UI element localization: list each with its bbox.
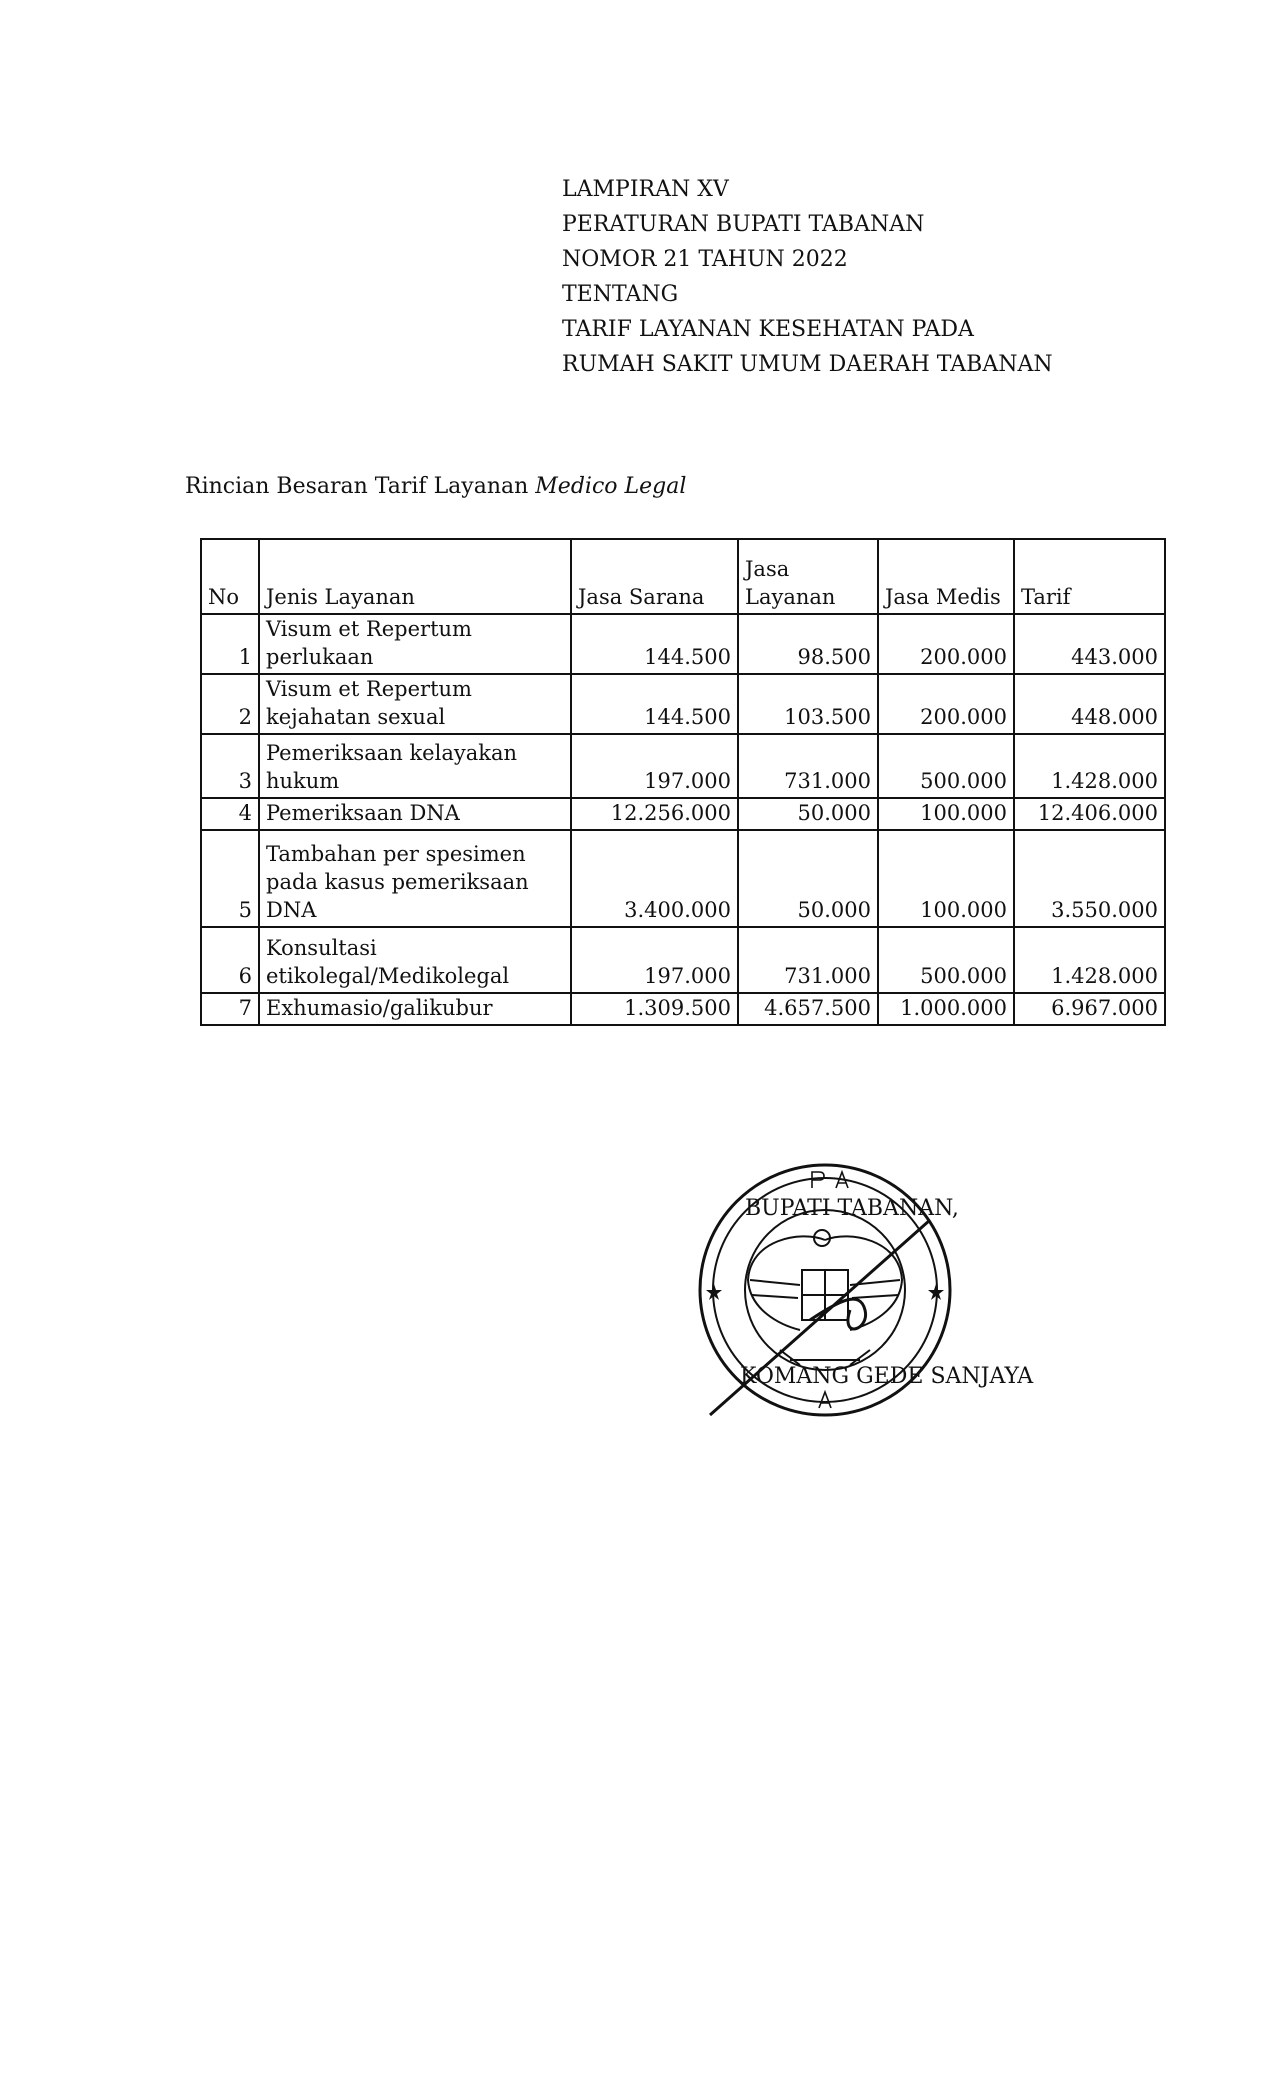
- caption-text: Rincian Besaran Tarif Layanan: [185, 474, 536, 499]
- table-caption: Rincian Besaran Tarif Layanan Medico Leg…: [185, 474, 686, 499]
- table-row: 6 Konsultasi etikolegal/Medikolegal 197.00…: [200, 926, 1166, 994]
- tarif-cell: 1.428.000: [1013, 926, 1166, 994]
- table-row: 2 Visum et Repertum kejahatan sexual 144.5…: [200, 673, 1166, 735]
- jasa-sarana-cell: 197.000: [570, 926, 739, 994]
- row-number-cell: 2: [200, 673, 260, 735]
- service-name-cell: Exhumasio/galikubur: [258, 992, 572, 1026]
- jasa-medis-cell: 200.000: [877, 673, 1015, 735]
- col-header: No: [200, 538, 260, 615]
- signatory-name: KOMANG GEDE SANJAYA: [740, 1364, 1034, 1389]
- header-line: LAMPIRAN XV: [562, 177, 729, 202]
- col-header: Tarif: [1013, 538, 1166, 615]
- jasa-layanan-cell: 4.657.500: [737, 992, 879, 1026]
- table-row: 5 Tambahan per spesimen pada kasus pemeri…: [200, 829, 1166, 928]
- jasa-layanan-cell: 731.000: [737, 733, 879, 799]
- document-header: LAMPIRAN XV PERATURAN BUPATI TABANAN NOM…: [562, 172, 1053, 382]
- jasa-sarana-cell: 197.000: [570, 733, 739, 799]
- table-row: 4 Pemeriksaan DNA 12.256.000 50.000 100.000 1…: [200, 797, 1166, 831]
- tarif-cell: 3.550.000: [1013, 829, 1166, 928]
- row-number-cell: 4: [200, 797, 260, 831]
- header-line: PERATURAN BUPATI TABANAN: [562, 212, 925, 237]
- table-row: 7 Exhumasio/galikubur 1.309.500 4.657.500 1.…: [200, 992, 1166, 1026]
- header-line: TARIF LAYANAN KESEHATAN PADA: [562, 317, 974, 342]
- header-line: RUMAH SAKIT UMUM DAERAH TABANAN: [562, 352, 1053, 377]
- service-name-cell: Visum et Repertum perlukaan: [258, 613, 572, 675]
- service-name-cell: Konsultasi etikolegal/Medikolegal: [258, 926, 572, 994]
- official-seal: [698, 1163, 952, 1417]
- signatory-title: BUPATI TABANAN,: [745, 1196, 959, 1221]
- jasa-medis-cell: 100.000: [877, 829, 1015, 928]
- jasa-sarana-cell: 144.500: [570, 673, 739, 735]
- table-header-row: No Jenis Layanan Jasa Sarana Jasa Layana…: [200, 538, 1166, 615]
- jasa-layanan-cell: 50.000: [737, 829, 879, 928]
- header-line: NOMOR 21 TAHUN 2022: [562, 247, 848, 272]
- garuda-emblem: [746, 1229, 904, 1366]
- seal-lettering: [811, 1169, 849, 1409]
- jasa-medis-cell: 500.000: [877, 926, 1015, 994]
- row-number-cell: 6: [200, 926, 260, 994]
- service-name-cell: Pemeriksaan DNA: [258, 797, 572, 831]
- signature-stroke: [709, 1218, 931, 1417]
- jasa-medis-cell: 200.000: [877, 613, 1015, 675]
- tarif-cell: 12.406.000: [1013, 797, 1166, 831]
- star-icon: [706, 1284, 944, 1300]
- jasa-sarana-cell: 12.256.000: [570, 797, 739, 831]
- col-header: Jasa Medis: [877, 538, 1015, 615]
- jasa-sarana-cell: 144.500: [570, 613, 739, 675]
- tarif-cell: 443.000: [1013, 613, 1166, 675]
- tarif-cell: 448.000: [1013, 673, 1166, 735]
- header-line: TENTANG: [562, 282, 679, 307]
- jasa-layanan-cell: 731.000: [737, 926, 879, 994]
- service-name-cell: Visum et Repertum kejahatan sexual: [258, 673, 572, 735]
- service-name-cell: Pemeriksaan kelayakan hukum: [258, 733, 572, 799]
- jasa-sarana-cell: 3.400.000: [570, 829, 739, 928]
- row-number-cell: 5: [200, 829, 260, 928]
- table-row: 3 Pemeriksaan kelayakan hukum 197.000 731.0…: [200, 733, 1166, 799]
- tarif-cell: 6.967.000: [1013, 992, 1166, 1026]
- tarif-cell: 1.428.000: [1013, 733, 1166, 799]
- jasa-layanan-cell: 98.500: [737, 613, 879, 675]
- table-row: 1 Visum et Repertum perlukaan 144.500 98.50…: [200, 613, 1166, 675]
- col-header: Jasa Sarana: [570, 538, 739, 615]
- jasa-medis-cell: 100.000: [877, 797, 1015, 831]
- tariff-table: No Jenis Layanan Jasa Sarana Jasa Layana…: [200, 538, 1166, 1026]
- jasa-layanan-cell: 103.500: [737, 673, 879, 735]
- jasa-medis-cell: 500.000: [877, 733, 1015, 799]
- row-number-cell: 7: [200, 992, 260, 1026]
- jasa-layanan-cell: 50.000: [737, 797, 879, 831]
- service-name-cell: Tambahan per spesimen pada kasus pemerik…: [258, 829, 572, 928]
- col-header: Jenis Layanan: [258, 538, 572, 615]
- row-number-cell: 3: [200, 733, 260, 799]
- jasa-sarana-cell: 1.309.500: [570, 992, 739, 1026]
- row-number-cell: 1: [200, 613, 260, 675]
- caption-italic: Medico Legal: [535, 474, 687, 499]
- jasa-medis-cell: 1.000.000: [877, 992, 1015, 1026]
- col-header: Jasa Layanan: [737, 538, 879, 615]
